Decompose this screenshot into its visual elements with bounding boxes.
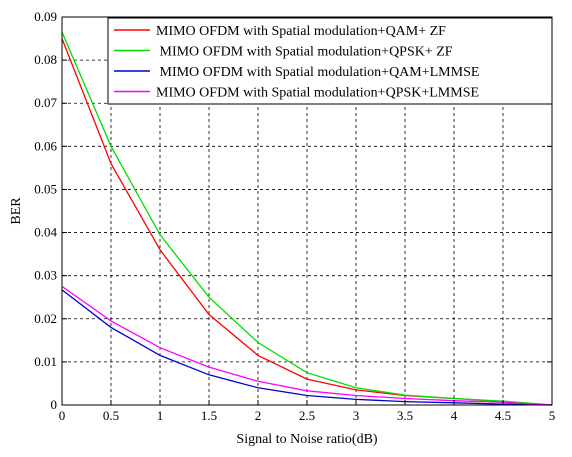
x-tick-label: 3.5 — [397, 408, 413, 423]
y-tick-label: 0 — [51, 397, 58, 412]
x-tick-label: 2.5 — [299, 408, 315, 423]
y-tick-label: 0.07 — [34, 95, 57, 110]
y-axis-label: BER — [9, 197, 24, 225]
y-tick-label: 0.06 — [34, 138, 57, 153]
y-tick-label: 0.01 — [34, 354, 57, 369]
legend-label-2: MIMO OFDM with Spatial modulation+QPSK+ … — [156, 45, 453, 60]
x-tick-label: 2 — [255, 408, 262, 423]
x-tick-label: 4 — [451, 408, 458, 423]
y-tick-labels: 0 0.01 0.02 0.03 0.04 0.05 0.06 0.07 0.08 0.09 — [34, 9, 57, 412]
x-tick-label: 5 — [549, 408, 556, 423]
series-line-2 — [61, 31, 553, 406]
x-tick-label: 1 — [157, 408, 164, 423]
legend-entries: MIMO OFDM with Spatial modulation+QAM+ Z… — [114, 24, 479, 101]
x-axis-label: Signal to Noise ratio(dB) — [236, 432, 377, 447]
y-tick-label: 0.03 — [34, 268, 57, 283]
y-tick-label: 0.05 — [34, 181, 57, 196]
legend-label-1: MIMO OFDM with Spatial modulation+QAM+ Z… — [156, 24, 446, 39]
x-tick-label: 0 — [59, 408, 66, 423]
y-tick-label: 0.04 — [34, 225, 57, 240]
y-tick-label: 0.09 — [34, 9, 57, 24]
x-tick-label: 4.5 — [495, 408, 511, 423]
x-tick-label: 0.5 — [103, 408, 119, 423]
x-tick-labels: 0 0.5 1 1.5 2 2.5 3 3.5 4 4.5 5 — [59, 408, 556, 423]
series-line-3 — [61, 289, 553, 406]
y-tick-label: 0.02 — [34, 311, 57, 326]
series-lines — [61, 31, 553, 406]
y-tick-label: 0.08 — [34, 52, 57, 67]
legend-box — [107, 17, 553, 105]
legend: MIMO OFDM with Spatial modulation+QAM+ Z… — [107, 17, 553, 105]
x-tick-label: 1.5 — [201, 408, 217, 423]
legend-label-3: MIMO OFDM with Spatial modulation+QAM+LM… — [156, 65, 479, 80]
series-line-4 — [61, 285, 553, 406]
x-tick-label: 3 — [353, 408, 360, 423]
legend-label-4: MIMO OFDM with Spatial modulation+QPSK+L… — [156, 86, 479, 101]
